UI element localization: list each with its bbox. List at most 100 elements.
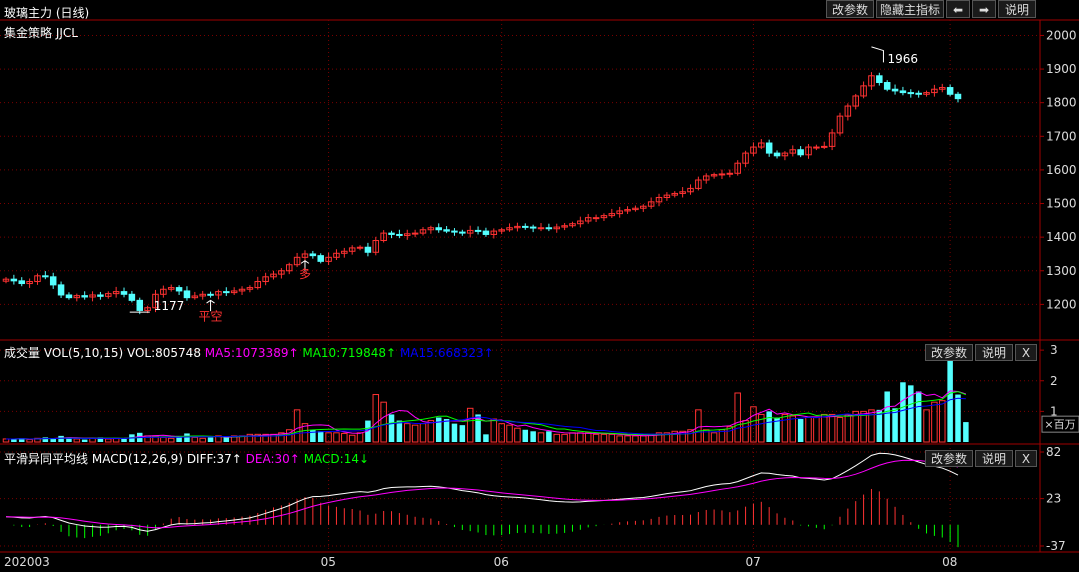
vol-unit-box	[1041, 415, 1079, 433]
volume-bar	[73, 438, 81, 443]
volume-bar	[184, 433, 190, 442]
strategy-label: 集金策略 JJCL	[4, 26, 78, 40]
volume-bar	[963, 422, 969, 442]
candle-body	[73, 295, 81, 299]
candle-body	[679, 191, 686, 194]
candle-body	[616, 210, 623, 215]
volume-bar	[435, 417, 442, 442]
volume-bar	[207, 437, 214, 442]
volume-bar	[427, 420, 435, 443]
vol-close-button[interactable]: X	[1015, 344, 1037, 361]
volume-bar	[640, 435, 647, 443]
volume-bar	[931, 401, 938, 443]
macd-close-button[interactable]: X	[1015, 450, 1037, 467]
hide-main-indicator-button[interactable]: 隐藏主指标	[876, 0, 944, 18]
volume-bar	[404, 423, 411, 443]
candle-body	[923, 92, 930, 95]
volume-bar	[530, 431, 536, 442]
candle-body	[946, 87, 954, 95]
volume-bar	[955, 394, 961, 442]
volume-bar	[317, 431, 324, 442]
volume-bar	[215, 435, 222, 443]
volume-bar	[860, 410, 867, 443]
vol-help-button[interactable]: 说明	[975, 344, 1013, 361]
macd-edit-params-button[interactable]: 改参数	[925, 450, 973, 467]
vol-ma10: MA10:719848↑	[302, 346, 397, 360]
candle-body	[427, 227, 435, 231]
volume-bar	[443, 419, 450, 442]
high-label: 1966	[887, 52, 918, 66]
candle-body	[262, 276, 269, 283]
candle-body	[954, 93, 962, 100]
volume-bar	[18, 438, 25, 442]
candle-body	[372, 240, 380, 253]
macd-help-button[interactable]: 说明	[975, 450, 1013, 467]
candle-body	[506, 227, 513, 231]
price-tick-label: 2000	[1046, 28, 1077, 42]
macd-tick-label: 82	[1046, 445, 1061, 459]
volume-bar	[774, 417, 780, 442]
volume-bar	[278, 432, 285, 443]
volume-bar	[42, 437, 49, 442]
volume-bar	[758, 413, 765, 443]
volume-bar	[710, 432, 718, 443]
vol-tick-label: 3	[1050, 343, 1058, 357]
vol-title: 成交量 VOL(5,10,15) VOL:805748 MA5:1073389↑…	[4, 344, 494, 361]
volume-bar	[892, 408, 898, 442]
volume-bar	[341, 432, 348, 443]
candle-body	[726, 172, 734, 175]
volume-bar	[498, 423, 505, 443]
volume-bar	[687, 429, 694, 443]
vol-ma15-line	[6, 397, 966, 440]
prev-arrow-button[interactable]: ⬅	[946, 0, 970, 18]
edit-params-button[interactable]: 改参数	[826, 0, 874, 18]
volume-bar	[569, 432, 576, 443]
vol-edit-params-button[interactable]: 改参数	[925, 344, 973, 361]
candle-body	[498, 229, 505, 232]
volume-bar	[813, 417, 820, 443]
volume-bar	[411, 424, 419, 443]
volume-bar	[97, 437, 104, 442]
candle-body	[152, 293, 159, 309]
candle-body	[18, 280, 25, 285]
volume-bar	[380, 401, 387, 443]
candle-body	[836, 115, 844, 134]
volume-bar	[876, 409, 883, 442]
candle-body	[128, 293, 136, 301]
candle-body	[545, 227, 553, 230]
signal-flat-label: 平空	[199, 310, 223, 324]
chart-title: 玻璃主力 (日线)	[4, 6, 90, 20]
volume-bar	[702, 429, 710, 443]
candle-body	[459, 231, 466, 234]
price-tick-label: 1300	[1046, 264, 1077, 278]
volume-bar	[325, 432, 332, 443]
volume-bar	[805, 417, 812, 443]
candle-body	[65, 294, 73, 299]
volume-bar	[923, 409, 930, 443]
candle-body	[270, 273, 277, 278]
candle-body	[561, 225, 568, 228]
candle-body	[773, 152, 781, 157]
candle-body	[702, 175, 710, 181]
vol-ma15: MA15:668323↑	[399, 346, 494, 360]
volume-bar	[293, 409, 301, 443]
volume-bar	[26, 439, 33, 443]
macd-title: 平滑异同平均线 MACD(12,26,9) DIFF:37↑ DEA:30↑ M…	[4, 450, 369, 467]
candle-body	[404, 233, 411, 236]
volume-bar	[310, 429, 316, 442]
signal-arrow-long	[300, 260, 310, 271]
next-arrow-button[interactable]: ➡	[972, 0, 996, 18]
candle-body	[57, 284, 65, 296]
help-button[interactable]: 说明	[998, 0, 1036, 18]
candle-body	[443, 229, 450, 232]
candle-body	[592, 217, 600, 220]
candle-body	[663, 194, 671, 198]
candle-body	[317, 255, 324, 262]
volume-bar	[333, 432, 340, 443]
candle-body	[655, 196, 663, 203]
candle-body	[10, 278, 18, 282]
volume-bar	[167, 437, 175, 443]
volume-bar	[868, 409, 875, 443]
volume-bar	[475, 414, 481, 442]
candle-body	[278, 270, 285, 275]
